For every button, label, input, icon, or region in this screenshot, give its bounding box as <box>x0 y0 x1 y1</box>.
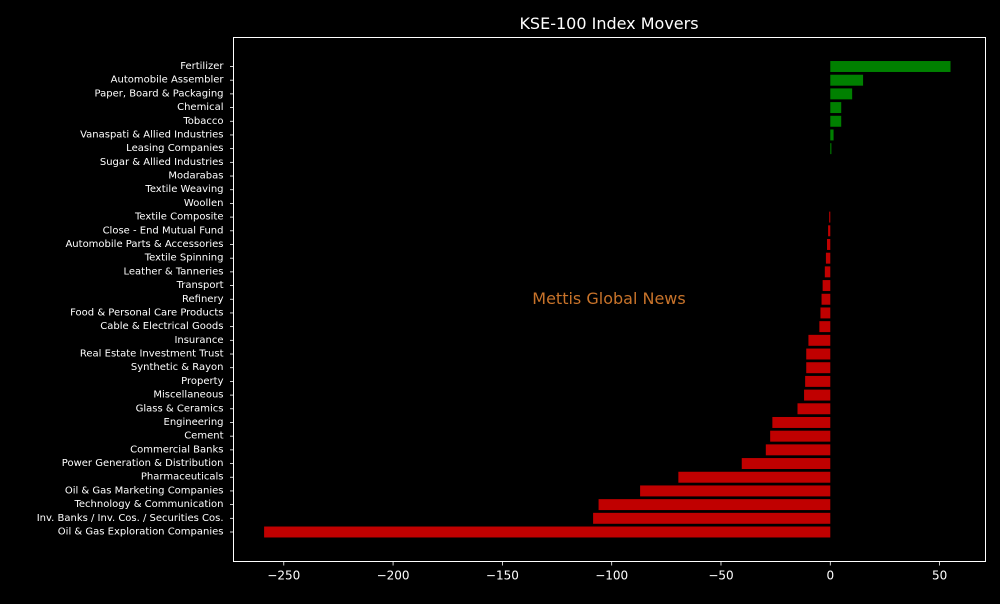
x-tick-label: −200 <box>377 569 410 583</box>
y-tick-label: Glass & Ceramics <box>136 403 224 414</box>
x-tick-label: 50 <box>932 569 947 583</box>
y-tick-label: Sugar & Allied Industries <box>100 157 224 168</box>
y-tick-label: Food & Personal Care Products <box>70 307 223 318</box>
bar <box>797 403 831 415</box>
y-tick-label: Close - End Mutual Fund <box>103 225 224 236</box>
y-tick-label: Commercial Banks <box>130 444 223 455</box>
y-tick-label: Oil & Gas Marketing Companies <box>65 485 224 496</box>
bar <box>770 430 831 442</box>
bar <box>830 74 864 86</box>
y-tick-label: Real Estate Investment Trust <box>80 349 224 360</box>
bar <box>830 88 853 100</box>
bar <box>827 239 831 250</box>
bar <box>808 334 831 346</box>
y-tick-label: Property <box>181 376 223 387</box>
bar <box>806 362 831 374</box>
y-tick-label: Oil & Gas Exploration Companies <box>58 527 224 538</box>
bar <box>678 471 831 483</box>
bar <box>820 307 831 319</box>
bar <box>830 61 951 72</box>
bar <box>821 293 831 305</box>
y-axis-labels: Fertilizer Automobile Assembler Paper, Boa… <box>37 61 234 538</box>
y-tick-label: Chemical <box>177 102 223 113</box>
y-tick-label: Transport <box>176 280 224 291</box>
x-tick-label: 0 <box>826 569 834 583</box>
y-tick-label: Leather & Tanneries <box>123 266 223 277</box>
bar <box>830 143 832 155</box>
y-tick-label: Textile Weaving <box>144 184 223 195</box>
bar <box>830 115 842 127</box>
y-tick-label: Leasing Companies <box>126 143 223 154</box>
x-axis: −250 −200 −150 −100 −50 0 50 <box>267 561 947 583</box>
x-tick-label: −250 <box>267 569 300 583</box>
y-tick-label: Woollen <box>184 198 224 209</box>
y-tick-label: Textile Composite <box>134 212 223 223</box>
bar <box>598 499 831 511</box>
y-tick-label: Vanaspati & Allied Industries <box>80 129 223 140</box>
bar <box>804 389 831 401</box>
y-tick-label: Synthetic & Rayon <box>131 362 224 373</box>
y-tick-label: Power Generation & Distribution <box>62 458 224 469</box>
bar <box>765 444 831 456</box>
y-tick-label: Engineering <box>164 417 224 428</box>
plot-frame <box>233 37 986 562</box>
y-tick-label: Textile Spinning <box>144 253 224 264</box>
y-tick-label: Automobile Parts & Accessories <box>65 239 223 250</box>
y-tick-label: Cable & Electrical Goods <box>100 321 223 332</box>
y-tick-label: Automobile Assembler <box>111 75 225 86</box>
bar <box>640 485 831 497</box>
bar <box>772 416 831 428</box>
bar <box>830 129 834 141</box>
y-tick-label: Fertilizer <box>180 61 224 72</box>
bar <box>830 102 842 114</box>
bar <box>741 458 831 470</box>
y-tick-label: Refinery <box>182 294 224 305</box>
bar <box>824 266 831 278</box>
x-tick-label: −150 <box>486 569 519 583</box>
bar <box>806 348 831 360</box>
y-tick-label: Insurance <box>174 335 223 346</box>
x-tick-label: −100 <box>595 569 628 583</box>
bar <box>593 512 831 524</box>
bar <box>822 280 831 292</box>
y-tick-label: Miscellaneous <box>153 390 223 401</box>
bar <box>805 375 831 387</box>
y-tick-label: Modarabas <box>168 171 223 182</box>
y-tick-label: Paper, Board & Packaging <box>95 88 224 99</box>
bar <box>828 225 831 237</box>
chart-title: KSE-100 Index Movers <box>519 14 698 33</box>
bar <box>825 252 831 264</box>
y-tick-label: Inv. Banks / Inv. Cos. / Securities Cos. <box>37 513 224 524</box>
bar <box>819 321 831 333</box>
bars-group <box>264 61 951 538</box>
y-tick-label: Pharmaceuticals <box>141 472 224 483</box>
y-tick-label: Tobacco <box>182 116 223 127</box>
bar <box>829 211 831 223</box>
bar <box>264 526 831 538</box>
y-tick-label: Technology & Communication <box>74 499 224 510</box>
x-tick-label: −50 <box>708 569 733 583</box>
watermark-text: Mettis Global News <box>532 289 685 308</box>
y-tick-label: Cement <box>184 431 223 442</box>
